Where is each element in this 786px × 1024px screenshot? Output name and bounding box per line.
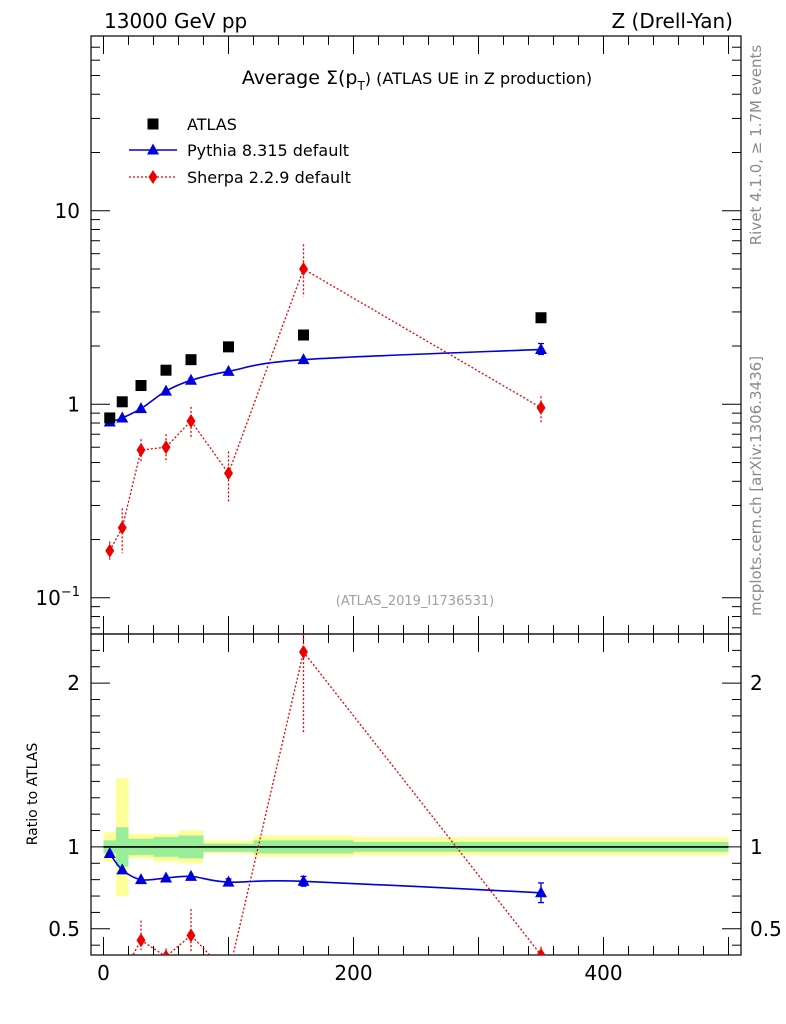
legend-marker-2 [148, 170, 158, 184]
main-title: Average Σ(pT) (ATLAS UE in Z production) [242, 67, 592, 93]
main-series-point [160, 384, 172, 396]
main-series-point [535, 342, 547, 354]
ratio-tick-label-right-1: 1 [750, 835, 763, 859]
legend-marker-1 [147, 143, 159, 155]
legend-marker-0 [147, 118, 159, 130]
main-series-point [185, 354, 197, 366]
ratio-series-point [135, 873, 147, 885]
main-series-point [535, 312, 547, 324]
ratio-y-ticks: 0.5 0.5 1 1 2 2 [48, 649, 782, 946]
main-series-point [135, 402, 147, 414]
ratio-tick-label-left-1: 1 [67, 835, 80, 859]
x-tick-label-1: 200 [334, 961, 372, 985]
ratio-series-point [186, 928, 196, 943]
ratio-tick-label-left-2: 2 [67, 671, 80, 695]
main-series-sherpa [105, 244, 546, 561]
x-ticks: 0 200 400 [97, 634, 729, 985]
ratio-series-pythia [103, 846, 547, 904]
ratio-series-point [535, 886, 547, 898]
ratio-series-point [299, 645, 308, 660]
ratio-series-point [536, 948, 546, 955]
legend-label-0: ATLAS [187, 115, 237, 134]
ratio-series-line [132, 650, 542, 955]
ratio-series-point [185, 869, 197, 881]
main-series-point [105, 543, 115, 558]
source-label: mcplots.cern.ch [arXiv:1306.3436] [747, 356, 765, 616]
ratio-frame [90, 633, 742, 956]
ratio-series-point [224, 968, 233, 982]
rivet-label: Rivet 4.1.0, ≥ 1.7M events [747, 45, 765, 246]
main-series-point [223, 341, 234, 353]
legend: ATLAS Pythia 8.315 default Sherpa 2.2.9 de… [129, 115, 351, 187]
legend-label-1: Pythia 8.315 default [187, 141, 349, 160]
ratio-series-point [222, 875, 235, 887]
main-series-point [160, 364, 172, 376]
x-tick-label-2: 400 [584, 961, 622, 985]
main-series-point [136, 443, 146, 458]
main-series-line [109, 268, 542, 552]
ratio-series-point [118, 968, 127, 982]
ratio-tick-label-right-2: 2 [750, 671, 763, 695]
ratio-series-point [136, 933, 146, 948]
ratio-tick-label-right-0: 0.5 [750, 917, 782, 941]
y-tick-label-2: 10−1 [35, 585, 80, 610]
y-tick-label-base: 10 [35, 586, 60, 610]
main-series-pythia [103, 342, 547, 427]
main-series-point [161, 440, 171, 455]
main-series-point [298, 329, 309, 341]
legend-label-2: Sherpa 2.2.9 default [187, 168, 351, 187]
ratio-series-point [103, 846, 116, 858]
main-series-point [297, 353, 310, 365]
main-series-point [117, 520, 127, 535]
main-series-point [116, 411, 129, 423]
title-suffix: ) (ATLAS UE in Z production) [365, 69, 592, 88]
svg-text:Average Σ(pT) (ATLAS UE in Z p: Average Σ(pT) (ATLAS UE in Z production) [242, 67, 592, 93]
y-tick-label-1: 1 [67, 392, 80, 416]
main-series-point [185, 373, 197, 385]
main-series-point [104, 412, 116, 424]
ratio-plot: 0 200 400 0.5 0.5 1 1 2 2 [48, 633, 782, 985]
y-tick-label-0: 10 [55, 199, 80, 223]
ratio-tick-label-left-0: 0.5 [48, 917, 80, 941]
title-sub: T [356, 79, 365, 93]
main-series-line [109, 348, 542, 423]
main-series-atlas [104, 312, 547, 424]
x-tick-label-0: 0 [97, 961, 110, 985]
ratio-series-point [162, 949, 170, 955]
header-left: 13000 GeV pp [104, 9, 247, 33]
ratio-series-point [297, 874, 310, 886]
title-prefix: Average [242, 67, 326, 89]
watermark: (ATLAS_2019_I1736531) [336, 594, 494, 609]
ratio-series-point [160, 871, 172, 883]
main-series-point [116, 396, 128, 408]
main-series-point [186, 413, 196, 428]
band-stat-5 [203, 843, 254, 852]
ratio-bands [103, 778, 729, 897]
title-sigma: Σ(p [326, 67, 357, 89]
main-series-point [299, 262, 308, 277]
main-series-point [222, 364, 235, 376]
ratio-ylabel: Ratio to ATLAS [25, 743, 41, 846]
main-series-point [224, 466, 233, 481]
main-series-point [135, 380, 147, 392]
main-series-point [536, 400, 546, 415]
ratio-series-point [116, 863, 129, 875]
y-tick-label-exp: −1 [61, 585, 80, 600]
header-right: Z (Drell-Yan) [611, 9, 733, 33]
ratio-series-sherpa [118, 634, 546, 982]
